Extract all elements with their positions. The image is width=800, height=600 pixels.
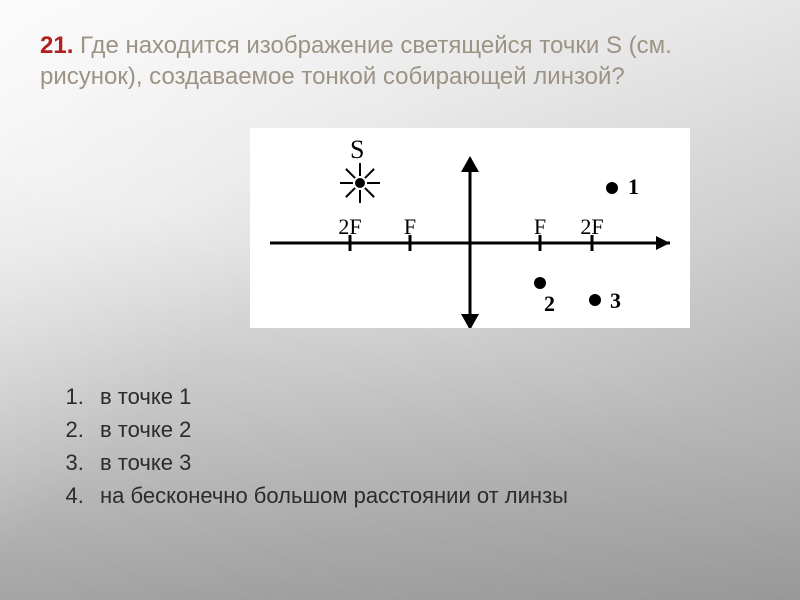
svg-text:2F: 2F	[338, 214, 361, 239]
answer-item: в точке 2	[90, 413, 568, 446]
question-title: 21. Где находится изображение светящейся…	[40, 30, 740, 92]
svg-text:S: S	[350, 135, 364, 164]
svg-text:F: F	[404, 214, 416, 239]
answer-item: на бесконечно большом расстоянии от линз…	[90, 479, 568, 512]
question-number: 21.	[40, 32, 73, 59]
lens-diagram: 2F F F 2F S 1 2 3	[250, 128, 690, 328]
question-text: Где находится изображение светящейся точ…	[40, 32, 672, 90]
svg-text:2F: 2F	[580, 214, 603, 239]
answer-item: в точке 1	[90, 380, 568, 413]
svg-text:1: 1	[628, 174, 639, 199]
svg-text:2: 2	[544, 291, 555, 316]
answer-ol: в точке 1 в точке 2 в точке 3 на бесконе…	[60, 380, 568, 512]
answer-item: в точке 3	[90, 446, 568, 479]
svg-text:F: F	[534, 214, 546, 239]
slide: 21. Где находится изображение светящейся…	[0, 0, 800, 600]
answer-list: в точке 1 в точке 2 в точке 3 на бесконе…	[60, 380, 568, 512]
diagram-svg: 2F F F 2F S 1 2 3	[250, 128, 690, 328]
svg-text:3: 3	[610, 288, 621, 313]
